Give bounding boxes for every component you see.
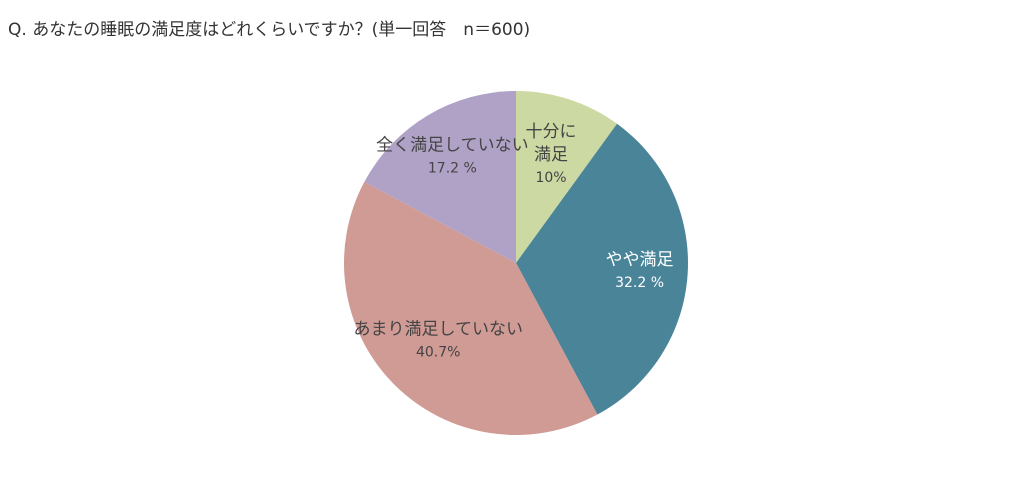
slice-label: やや満足: [606, 250, 674, 270]
chart-title: Q. あなたの睡眠の満足度はどれくらいですか？(単一回答 n＝600): [8, 20, 530, 40]
pie-slice: [364, 91, 516, 263]
value-label: 40.7%: [416, 344, 460, 360]
slice-label: あまり満足していない: [353, 319, 523, 339]
pie-slice: [516, 123, 688, 415]
pie-slice: [344, 181, 598, 435]
value-label: 32.2 %: [615, 275, 664, 291]
value-label: 17.2 %: [428, 160, 477, 176]
slice-label: 全く満足していない: [376, 135, 529, 155]
slice-label: 十分に満足: [526, 122, 577, 165]
value-label: 10%: [535, 170, 566, 186]
pie-slice: [516, 91, 618, 263]
